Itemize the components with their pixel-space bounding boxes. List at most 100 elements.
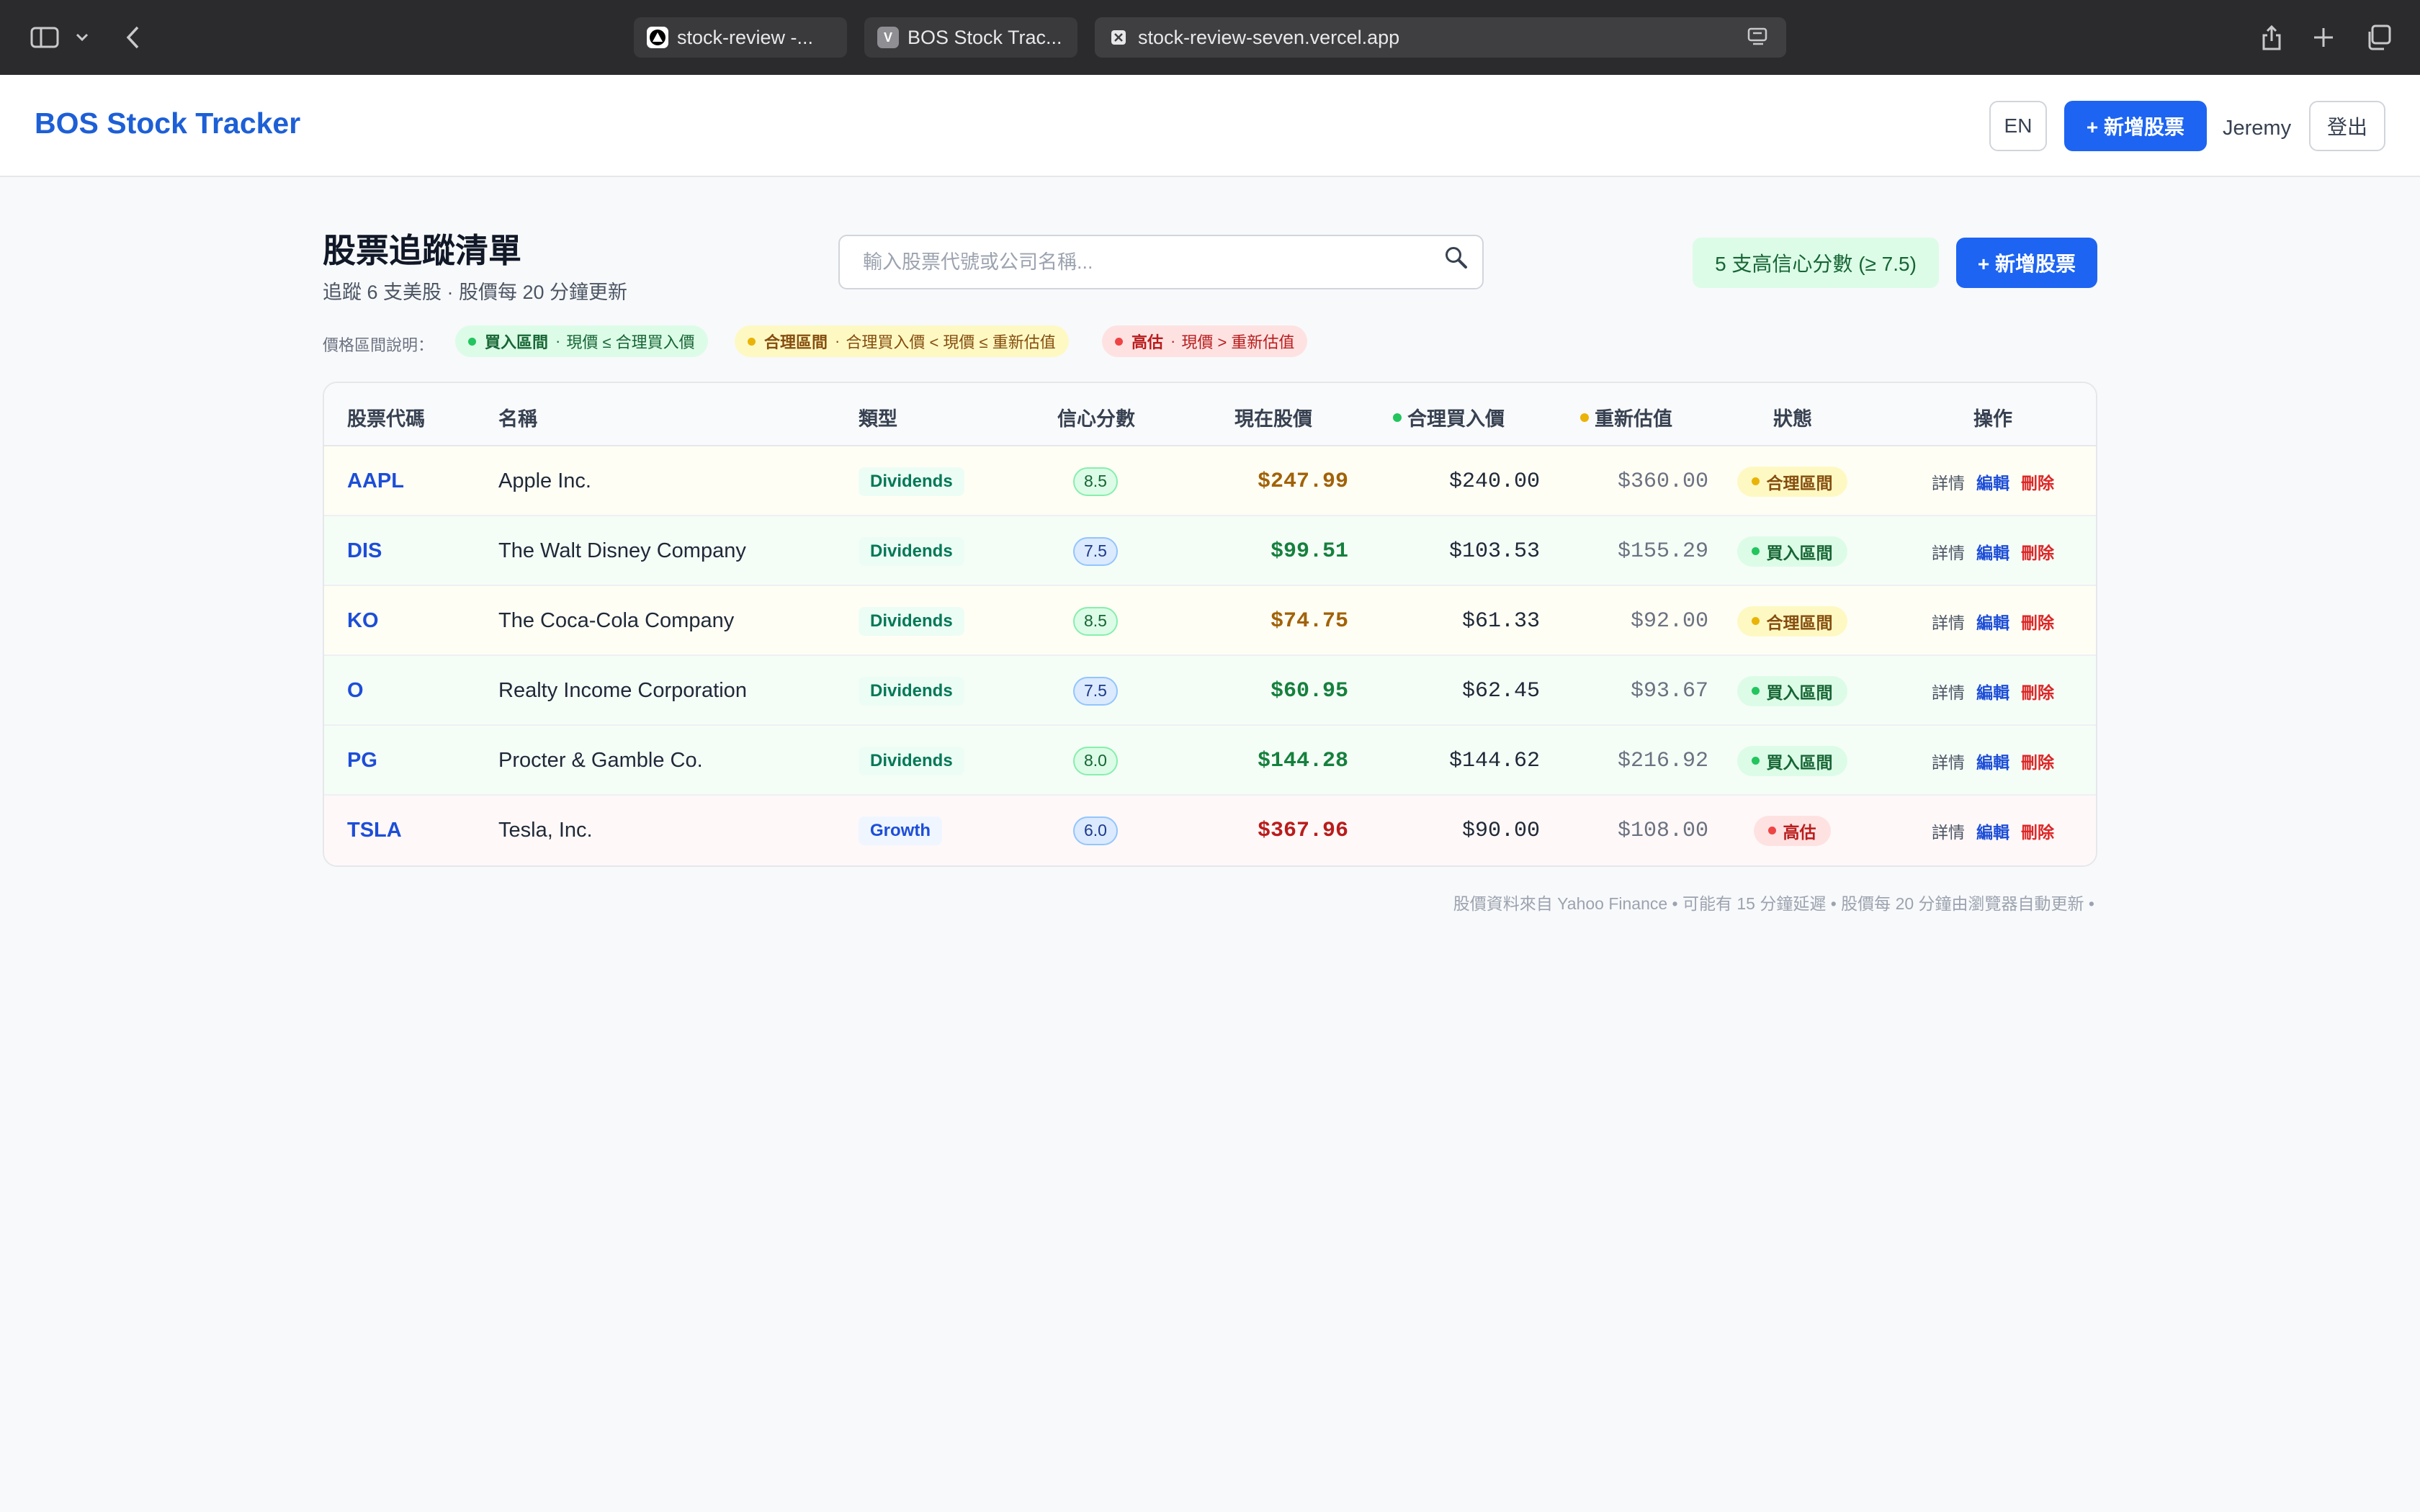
delete-link[interactable]: 刪除	[2021, 752, 2054, 772]
revalue-price: $155.29	[1617, 539, 1708, 564]
app-header: BOS Stock Tracker EN + 新增股票 Jeremy 登出	[0, 75, 2420, 177]
detail-link[interactable]: 詳情	[1932, 473, 1965, 492]
header-status: 狀態	[1773, 408, 1812, 430]
table-row: O Realty Income Corporation Dividends 7.5 $6…	[324, 656, 2096, 726]
detail-link[interactable]: 詳情	[1932, 683, 1965, 702]
status-dot-icon	[1751, 547, 1760, 555]
yellow-dot-icon	[748, 337, 756, 346]
status-label: 合理區間	[1766, 613, 1833, 632]
ticker-link[interactable]: KO	[347, 609, 379, 632]
current-price: $247.99	[1257, 469, 1348, 494]
header-name[interactable]: 名稱	[498, 408, 537, 430]
ticker-link[interactable]: TSLA	[347, 819, 402, 842]
back-arrow-icon[interactable]	[118, 20, 147, 55]
header-revalue-label: 重新估值	[1595, 408, 1672, 430]
status-badge: 買入區間	[1736, 536, 1847, 567]
legend-buy-zone: 買入區間 · 現價 ≤ 合理買入價	[455, 325, 708, 357]
edit-link[interactable]: 編輯	[1976, 683, 2009, 702]
type-badge: Dividends	[859, 746, 964, 775]
search-input[interactable]	[838, 235, 1484, 289]
company-name: Tesla, Inc.	[498, 819, 593, 842]
status-label: 買入區間	[1766, 543, 1833, 562]
status-badge: 合理區間	[1736, 466, 1847, 497]
page-title: 股票追蹤清單	[323, 232, 521, 269]
detail-link[interactable]: 詳情	[1932, 613, 1965, 632]
language-toggle-button[interactable]: EN	[1989, 101, 2047, 151]
company-name: The Walt Disney Company	[498, 539, 746, 562]
header-ticker[interactable]: 股票代碼	[347, 408, 425, 430]
reader-mode-icon[interactable]	[1747, 27, 1769, 53]
status-badge: 高估	[1753, 815, 1831, 846]
status-dot-icon	[1751, 687, 1760, 695]
delete-link[interactable]: 刪除	[2021, 683, 2054, 702]
delete-link[interactable]: 刪除	[2021, 822, 2054, 842]
table-row: PG Procter & Gamble Co. Dividends 8.0 $144.2…	[324, 726, 2096, 796]
logout-button[interactable]: 登出	[2309, 101, 2385, 151]
red-dot-icon	[1115, 337, 1123, 346]
current-price: $60.95	[1270, 678, 1348, 703]
browser-tab-bos-stock-tracker[interactable]: V BOS Stock Trac...	[864, 17, 1077, 58]
current-price: $74.75	[1270, 608, 1348, 634]
chevron-down-icon[interactable]	[71, 20, 94, 55]
confidence-score-badge: 6.0	[1073, 816, 1118, 845]
header-revalue[interactable]: 重新估值	[1580, 403, 1672, 431]
detail-link[interactable]: 詳情	[1932, 543, 1965, 562]
header-score[interactable]: 信心分數	[1057, 408, 1135, 430]
legend-desc: 現價 ≤ 合理買入價	[566, 333, 695, 351]
ticker-link[interactable]: PG	[347, 749, 377, 772]
current-price: $367.96	[1257, 818, 1348, 843]
vercel-triangle-icon	[647, 27, 668, 48]
browser-tab-address[interactable]: stock-review-seven.vercel.app	[1095, 17, 1786, 58]
legend-fair-zone: 合理區間 · 合理買入價 < 現價 ≤ 重新估值	[735, 325, 1069, 357]
status-dot-icon	[1751, 617, 1760, 625]
tab-title: stock-review -...	[677, 26, 814, 48]
share-icon[interactable]	[2257, 20, 2286, 55]
detail-link[interactable]: 詳情	[1932, 752, 1965, 772]
current-price: $144.28	[1257, 748, 1348, 773]
revalue-price: $93.67	[1630, 678, 1708, 703]
header-fair-buy[interactable]: 合理買入價	[1393, 403, 1505, 431]
fair-buy-price: $103.53	[1448, 539, 1540, 564]
edit-link[interactable]: 編輯	[1976, 543, 2009, 562]
status-dot-icon	[1767, 827, 1776, 834]
new-tab-plus-icon[interactable]	[2309, 20, 2338, 55]
header-type[interactable]: 類型	[859, 408, 897, 430]
ticker-link[interactable]: O	[347, 679, 364, 702]
revalue-price: $360.00	[1617, 469, 1708, 494]
fair-buy-price: $62.45	[1461, 678, 1540, 703]
ticker-link[interactable]: DIS	[347, 539, 382, 562]
user-name: Jeremy	[2223, 117, 2292, 140]
revalue-price: $108.00	[1617, 818, 1708, 843]
type-badge: Dividends	[859, 676, 964, 706]
edit-link[interactable]: 編輯	[1976, 473, 2009, 492]
brand-title[interactable]: BOS Stock Tracker	[35, 107, 301, 140]
confidence-score-badge: 8.0	[1073, 746, 1118, 775]
tab-overview-icon[interactable]	[2364, 20, 2393, 55]
company-name: The Coca-Cola Company	[498, 609, 735, 632]
browser-tab-stock-review[interactable]: stock-review -...	[634, 17, 847, 58]
edit-link[interactable]: 編輯	[1976, 752, 2009, 772]
header-add-stock-button[interactable]: + 新增股票	[2064, 101, 2207, 151]
search-icon[interactable]	[1443, 245, 1469, 271]
revalue-price: $92.00	[1630, 608, 1708, 634]
legend-name: 合理區間	[764, 333, 828, 351]
edit-link[interactable]: 編輯	[1976, 613, 2009, 632]
fair-buy-price: $144.62	[1448, 748, 1540, 773]
header-actions: 操作	[1973, 408, 2012, 430]
add-stock-button[interactable]: + 新增股票	[1956, 238, 2097, 288]
delete-link[interactable]: 刪除	[2021, 613, 2054, 632]
ticker-link[interactable]: AAPL	[347, 469, 404, 492]
sidebar-toggle-icon[interactable]	[26, 20, 63, 55]
delete-link[interactable]: 刪除	[2021, 543, 2054, 562]
confidence-score-badge: 8.5	[1073, 467, 1118, 496]
detail-link[interactable]: 詳情	[1932, 822, 1965, 842]
edit-link[interactable]: 編輯	[1976, 822, 2009, 842]
legend-name: 高估	[1131, 333, 1164, 351]
type-badge: Dividends	[859, 467, 964, 496]
delete-link[interactable]: 刪除	[2021, 473, 2054, 492]
legend-name: 買入區間	[485, 333, 549, 351]
header-price[interactable]: 現在股價	[1234, 408, 1312, 430]
table-header: 股票代碼 名稱 類型 信心分數 現在股價 合理買入價 重新估值 狀態 操作	[324, 383, 2096, 446]
tab-favicon-letter: V	[877, 27, 899, 48]
type-badge: Growth	[859, 816, 942, 845]
